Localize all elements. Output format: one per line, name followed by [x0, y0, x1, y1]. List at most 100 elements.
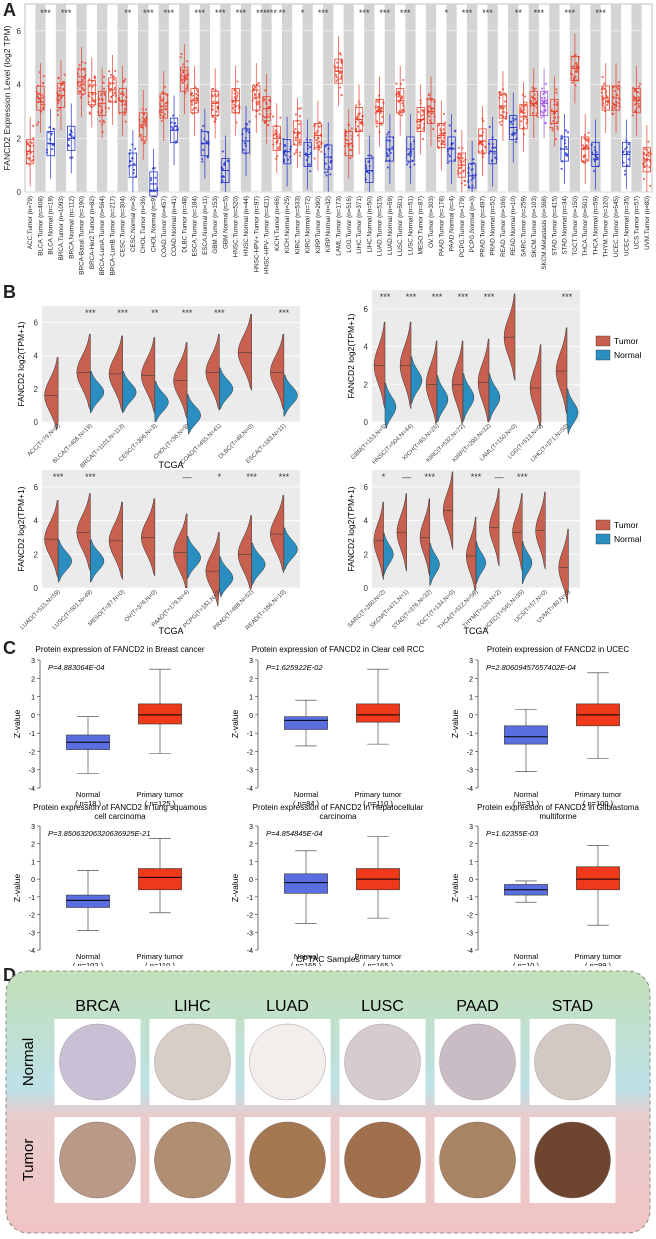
- panel-d-tumor-tissue-core: [249, 1121, 326, 1199]
- panel-a-point: [160, 119, 163, 122]
- panel-a-point: [279, 116, 282, 119]
- legend-normal-label: Normal: [614, 534, 642, 544]
- panel-a-point: [195, 106, 198, 109]
- panel-a-point: [514, 131, 517, 134]
- panel-a-point: [277, 147, 280, 150]
- panel-a-point: [139, 133, 143, 136]
- panel-a-point: [335, 79, 338, 82]
- panel-a-point: [308, 163, 311, 166]
- panel-a-point: [308, 145, 312, 148]
- panel-a-xtick: BLCA.Normal (n=19): [48, 196, 55, 255]
- panel-a-point: [402, 78, 405, 82]
- panel-d-tumor-tissue-core: [59, 1121, 136, 1199]
- panel-b-sig: ***: [279, 472, 290, 482]
- panel-c-ytick: -3: [467, 930, 473, 937]
- legend-tumor-swatch: [595, 519, 611, 531]
- panel-a-point: [442, 128, 445, 131]
- panel-c-pvalue: P=4.854845E-04: [266, 829, 323, 838]
- panel-c-title: Protein expression of FANCD2 in Clear ce…: [252, 645, 425, 654]
- panel-a-point: [565, 145, 568, 148]
- panel-a-ytick: 0: [17, 188, 22, 197]
- panel-a-point: [316, 144, 319, 147]
- panel-c-n-label: ( n=18 ): [75, 799, 102, 808]
- panel-c-ytick: -1: [467, 895, 473, 902]
- panel-a-sig: ***: [565, 8, 576, 18]
- panel-a-point: [617, 88, 620, 91]
- panel-a-point: [350, 148, 353, 152]
- panel-a-point: [329, 173, 332, 176]
- panel-a-stripe: [405, 4, 416, 192]
- panel-a-point: [99, 111, 103, 115]
- panel-a-ytick: 6: [17, 27, 22, 36]
- panel-a-point: [387, 131, 390, 134]
- panel-d-tumor-tissue-core: [439, 1121, 516, 1199]
- panel-b-normal-violin: [154, 380, 169, 423]
- panel-a-point: [336, 61, 339, 64]
- panel-a-point: [170, 121, 173, 124]
- panel-a-point: [283, 143, 287, 146]
- panel-a-xtick: COAD.Tumor (n=457): [161, 196, 168, 258]
- panel-a-point: [386, 139, 389, 142]
- panel-a-point: [206, 155, 209, 159]
- panel-a-point: [442, 131, 446, 134]
- panel-a-point: [356, 134, 360, 137]
- panel-a-point: [114, 69, 117, 73]
- panel-a-point: [380, 107, 383, 110]
- panel-a-xtick: UCEC.Normal (n=35): [623, 196, 630, 256]
- panel-c-group-label: Normal: [514, 952, 539, 961]
- panel-a-point: [437, 124, 440, 127]
- panel-b-normal-violin: [488, 373, 501, 423]
- panel-d-normal-tissue-core: [154, 1023, 231, 1101]
- panel-b-sig: ***: [406, 292, 417, 302]
- panel-b-ytick: 2: [364, 550, 369, 559]
- panel-a-point: [134, 147, 137, 150]
- panel-a-point: [560, 167, 563, 170]
- panel-a-point: [233, 96, 236, 99]
- panel-a-point: [370, 154, 373, 157]
- panel-a-point: [274, 129, 277, 132]
- panel-a-point: [143, 121, 147, 124]
- panel-a-point: [624, 147, 627, 151]
- panel-c-box: [576, 866, 620, 891]
- panel-a-point: [233, 103, 236, 106]
- panel-a-xtick: LAML.Tumor (n=173): [336, 196, 343, 256]
- panel-a-point: [355, 116, 359, 119]
- panel-c-pvalue: P=1.625922E-02: [266, 663, 323, 672]
- panel-a-point: [36, 95, 39, 98]
- panel-a-point: [642, 177, 645, 180]
- panel-a-xtick: CESC.Tumor (n=304): [120, 196, 127, 257]
- panel-a-point: [185, 69, 188, 72]
- panel-d-normal-tissue-core: [534, 1023, 611, 1101]
- panel-a-xtick: LIHC.Tumor (n=371): [356, 196, 363, 254]
- panel-a-point: [340, 77, 343, 80]
- panel-a-point: [624, 169, 627, 172]
- panel-a-point: [173, 121, 176, 125]
- panel-c-ytick: -2: [467, 749, 473, 756]
- panel-a-point: [587, 131, 590, 134]
- panel-a-point: [233, 109, 236, 112]
- panel-a-point: [638, 85, 641, 88]
- panel-a-point: [190, 103, 194, 106]
- panel-a-point: [335, 75, 338, 79]
- panel-c-ytick: -1: [29, 895, 35, 902]
- panel-a-point: [366, 170, 369, 173]
- panel-a-sig: **: [278, 8, 286, 18]
- panel-a-point: [170, 125, 173, 128]
- panel-c-group-label: Normal: [76, 952, 101, 961]
- panel-a-sig: ***: [379, 8, 390, 18]
- panel-c-ytick: -1: [247, 895, 253, 902]
- panel-a-xtick: COAD.Normal (n=41): [171, 196, 178, 256]
- panel-a-point: [613, 89, 616, 93]
- panel-a-point: [595, 151, 598, 154]
- panel-a-ylabel: FANCD2 Expression Level (log2 TPM): [2, 25, 12, 170]
- panel-a-point: [448, 155, 452, 158]
- panel-a-point: [247, 131, 250, 134]
- panel-a-point: [400, 114, 404, 117]
- panel-a-point: [82, 88, 85, 91]
- panel-a-point: [613, 106, 616, 110]
- panel-b-ytick: 0: [364, 584, 369, 593]
- panel-a-point: [555, 121, 559, 124]
- panel-a-xtick: HNSC.Tumor (n=520): [233, 196, 240, 257]
- panel-a-xtick: OV.Tumor (n=303): [428, 196, 435, 248]
- panel-a-stripe: [220, 4, 231, 192]
